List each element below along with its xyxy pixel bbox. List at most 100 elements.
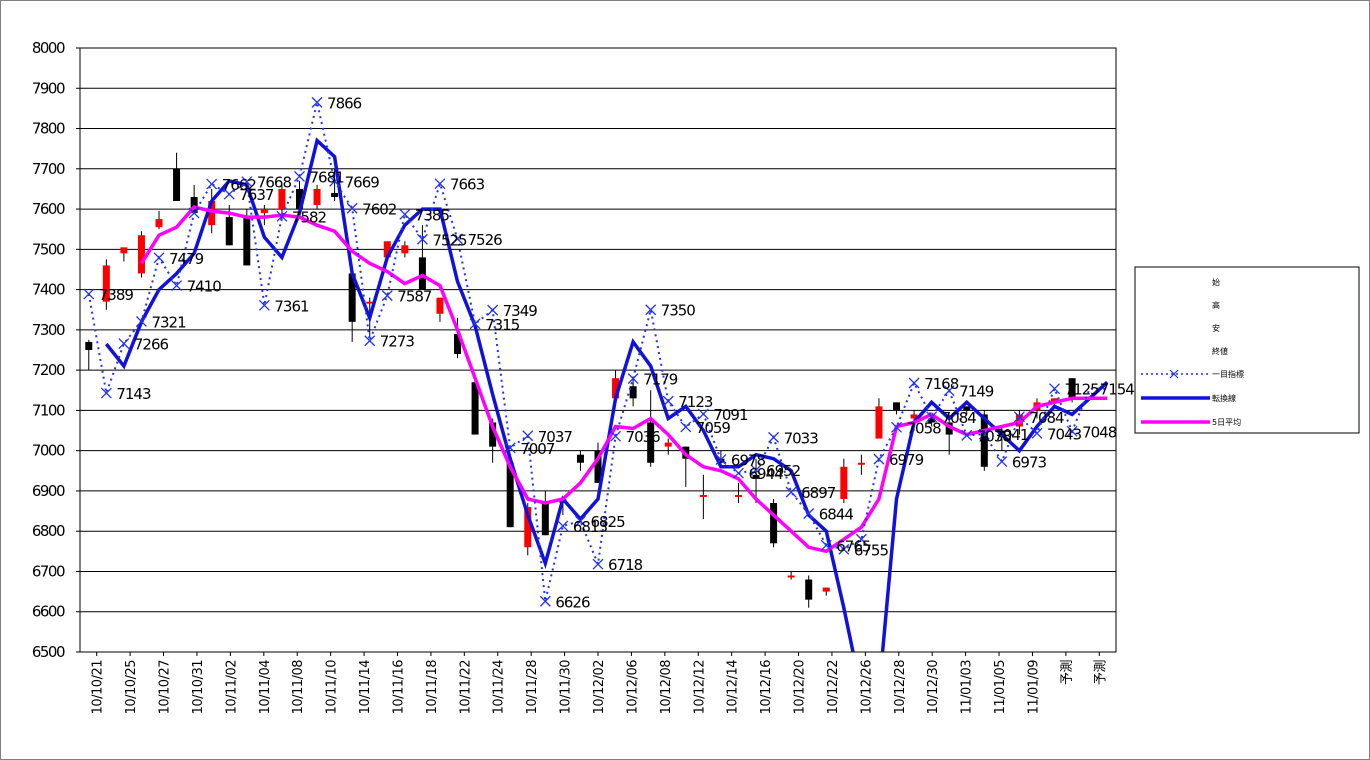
data-label: 7059 — [696, 419, 731, 437]
ichimoku-marker — [381, 290, 393, 302]
ichimoku-marker — [645, 304, 657, 316]
ichimoku-marker — [364, 335, 376, 347]
candle-body — [120, 247, 128, 254]
ichimoku-marker — [416, 233, 428, 245]
ichimoku-marker — [469, 318, 481, 330]
ichimoku-marker — [1031, 427, 1043, 439]
candle-body — [348, 273, 356, 322]
ichimoku-markers — [83, 96, 1078, 607]
y-axis: 6500 6600 6700 6800 6900 7000 7100 7200 7300 7400… — [32, 39, 80, 661]
ichimoku-marker — [504, 442, 516, 454]
data-label: 7038 — [977, 427, 1012, 445]
x-tick-label: 10/11/08 — [291, 660, 306, 715]
candle-body — [699, 494, 707, 497]
x-tick-label: 10/11/30 — [559, 660, 574, 715]
data-label: 6718 — [608, 556, 643, 574]
y-tick-label: 6900 — [32, 482, 65, 500]
ichimoku-marker — [978, 428, 990, 440]
ichimoku-marker — [908, 377, 920, 389]
data-label: 7663 — [450, 176, 485, 194]
y-tick-label: 6600 — [32, 603, 65, 621]
candle-body — [401, 245, 409, 254]
candle-body — [857, 462, 865, 465]
candlesticks — [85, 152, 1076, 608]
candle-body — [471, 382, 479, 435]
x-tick-label: 10/12/12 — [692, 660, 707, 714]
x-tick-label: 10/12/14 — [726, 660, 741, 715]
legend-label: 安 — [1212, 323, 1220, 333]
data-label: 7350 — [661, 302, 696, 320]
ichimoku-marker — [733, 467, 744, 479]
tenkan-line — [104, 137, 1109, 652]
legend-label: 転換線 — [1212, 393, 1236, 403]
data-label: 7149 — [959, 383, 994, 401]
x-tick-label: 10/12/16 — [759, 660, 774, 715]
candle-body — [383, 241, 391, 258]
ichimoku-marker — [610, 430, 622, 442]
candle-body — [260, 209, 268, 214]
ichimoku-marker — [118, 338, 130, 350]
ichimoku-marker — [1049, 383, 1060, 395]
candle-body — [418, 257, 426, 290]
ichimoku-marker — [258, 299, 270, 311]
x-tick-label: 11/01/03 — [960, 660, 975, 715]
ichimoku-marker — [276, 210, 288, 222]
x-tick-label: 予測 — [1093, 660, 1108, 685]
candle-body — [963, 406, 971, 411]
data-label: 7037 — [538, 428, 573, 446]
ichimoku-marker — [1013, 411, 1025, 423]
data-label: 7058 — [907, 419, 942, 437]
ichimoku-marker — [750, 464, 762, 476]
candle-body — [980, 414, 988, 467]
x-tick-label: 10/12/08 — [659, 660, 674, 715]
data-label: 6844 — [819, 505, 854, 523]
x-tick-label: 予測 — [1060, 660, 1075, 685]
data-label: 7048 — [1082, 423, 1117, 441]
candle-body — [85, 341, 93, 350]
x-tick-label: 10/12/02 — [592, 660, 607, 714]
ichimoku-marker — [715, 454, 727, 465]
candle-body — [1051, 398, 1059, 403]
data-label: 6944 — [748, 465, 783, 483]
ichimoku-marker — [943, 385, 955, 397]
data-label: 7091 — [713, 406, 748, 424]
series-lines — [87, 102, 1109, 652]
candle-body — [576, 454, 584, 463]
ichimoku-marker — [329, 175, 341, 187]
candle-body — [752, 474, 760, 479]
x-tick-label: 11/01/05 — [993, 660, 1008, 715]
data-label: 7361 — [274, 297, 309, 315]
y-tick-label: 7700 — [32, 160, 65, 178]
y-tick-label: 7000 — [32, 442, 65, 460]
data-label: 7125 — [1065, 381, 1100, 399]
ichimoku-marker — [697, 408, 709, 420]
ichimoku-marker — [399, 208, 411, 220]
candle-body — [734, 494, 742, 497]
ichimoku-marker — [294, 170, 305, 182]
data-label: 7587 — [397, 288, 432, 306]
candle-body — [945, 422, 953, 435]
candle-body — [190, 196, 198, 214]
y-tick-label: 7100 — [32, 401, 65, 419]
data-label: 7637 — [239, 186, 274, 204]
data-label: 6825 — [590, 513, 625, 531]
x-tick-label: 10/10/21 — [91, 660, 106, 715]
ichimoku-marker — [838, 543, 850, 555]
candle-body — [664, 442, 672, 447]
candle-body — [225, 217, 233, 246]
y-tick-label: 6800 — [32, 522, 65, 540]
candle-body — [331, 192, 339, 197]
x-tick-label: 10/12/22 — [826, 660, 841, 714]
candle-body — [822, 587, 830, 592]
data-label: 6978 — [731, 452, 766, 470]
candle-body — [612, 378, 620, 399]
y-tick-label: 7400 — [32, 281, 65, 299]
data-label: 7036 — [626, 428, 661, 446]
data-label: 7154 — [1100, 381, 1135, 399]
data-label: 6952 — [766, 462, 801, 480]
ichimoku-marker — [785, 486, 797, 498]
ichimoku-marker — [487, 304, 499, 316]
y-tick-label: 8000 — [32, 39, 65, 57]
candle-body — [647, 422, 655, 463]
